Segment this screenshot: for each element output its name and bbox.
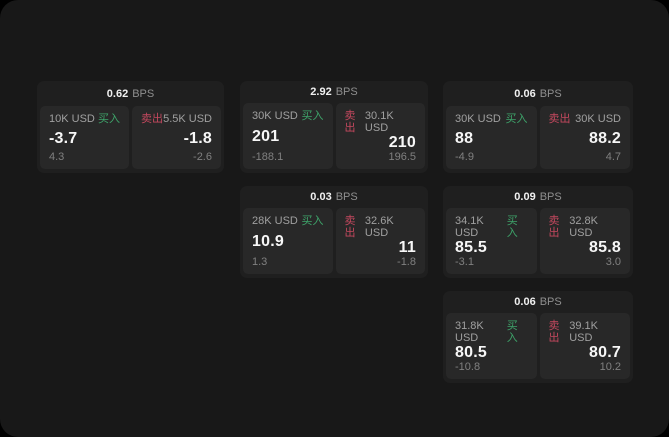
sell-size-label: 30.1K USD [364, 110, 394, 134]
buy-size-label: 30K USD [252, 110, 298, 122]
sell-size-label: 32.8K USD [569, 215, 598, 239]
buy-quote-panel[interactable]: 34.1K USD 买入 85.5 -3.1 [446, 208, 537, 274]
quote-panels: 30K USD 买入 201 -188.1 卖出 30.1K USD 210 1… [243, 103, 425, 169]
buy-quote-panel[interactable]: 30K USD 买入 201 -188.1 [243, 103, 333, 169]
quote-card: 0.62 BPS 10K USD 买入 -3.7 4.3 卖出 5.5K USD… [37, 81, 224, 173]
buy-quote-panel[interactable]: 10K USD 买入 -3.7 4.3 [40, 106, 129, 169]
buy-price: 88 [455, 129, 474, 147]
buy-size-label: 30K USD [455, 113, 501, 125]
quote-panels: 34.1K USD 买入 85.5 -3.1 卖出 32.8K USD 85.8… [446, 208, 630, 274]
quote-card: 0.06 BPS 31.8K USD 买入 80.5 -10.8 卖出 39.1… [443, 291, 633, 383]
spread-header: 2.92 BPS [243, 81, 425, 103]
sell-quote-panel[interactable]: 卖出 32.8K USD 85.8 3.0 [539, 208, 630, 274]
quote-card: 2.92 BPS 30K USD 买入 201 -188.1 卖出 30.1K … [240, 81, 428, 173]
spread-unit-label: BPS [335, 191, 358, 203]
sell-side-label: 卖出 [548, 215, 560, 239]
sell-quote-panel[interactable]: 卖出 39.1K USD 80.7 10.2 [539, 313, 630, 379]
spread-unit-label: BPS [539, 191, 562, 203]
buy-size-label: 10K USD [49, 113, 95, 125]
quote-panels: 31.8K USD 买入 80.5 -10.8 卖出 39.1K USD 80.… [446, 313, 630, 379]
quote-panels: 10K USD 买入 -3.7 4.3 卖出 5.5K USD -1.8 -2.… [40, 106, 221, 169]
buy-side-label: 买入 [505, 113, 528, 125]
spread-unit-label: BPS [539, 296, 562, 308]
buy-sub-value: 1.3 [252, 256, 268, 268]
buy-side-label: 买入 [301, 215, 324, 227]
sell-quote-panel[interactable]: 卖出 30K USD 88.2 4.7 [539, 106, 630, 169]
quote-card: 0.09 BPS 34.1K USD 买入 85.5 -3.1 卖出 32.8K… [443, 186, 633, 278]
sell-side-label: 卖出 [344, 215, 356, 239]
spread-value: 2.92 [310, 86, 332, 98]
buy-quote-panel[interactable]: 31.8K USD 买入 80.5 -10.8 [446, 313, 537, 379]
spread-unit-label: BPS [132, 87, 155, 100]
buy-price: 10.9 [252, 233, 284, 250]
sell-price: -1.8 [183, 129, 212, 147]
quote-card: 0.06 BPS 30K USD 买入 88 -4.9 卖出 30K USD 8… [443, 81, 633, 173]
buy-sub-value: -10.8 [455, 361, 481, 373]
spread-header: 0.03 BPS [243, 186, 425, 208]
sell-sub-value: 196.5 [388, 151, 416, 163]
spread-header: 0.62 BPS [40, 81, 221, 106]
spread-unit-label: BPS [335, 86, 358, 98]
buy-price: -3.7 [49, 129, 78, 147]
sell-size-label: 32.6K USD [364, 215, 394, 239]
sell-price: 88.2 [589, 129, 621, 147]
sell-size-label: 30K USD [575, 113, 621, 125]
buy-quote-panel[interactable]: 30K USD 买入 88 -4.9 [446, 106, 537, 169]
quote-card: 0.03 BPS 28K USD 买入 10.9 1.3 卖出 32.6K US… [240, 186, 428, 278]
quote-panels: 30K USD 买入 88 -4.9 卖出 30K USD 88.2 4.7 [446, 106, 630, 169]
sell-sub-value: 3.0 [605, 256, 621, 268]
spread-value: 0.06 [514, 87, 536, 100]
spread-value: 0.09 [514, 191, 536, 203]
buy-side-label: 买入 [506, 320, 518, 344]
sell-side-label: 卖出 [548, 113, 571, 125]
buy-side-label: 买入 [98, 113, 120, 125]
sell-sub-value: -2.6 [193, 151, 212, 163]
buy-sub-value: -3.1 [455, 256, 474, 268]
buy-sub-value: -4.9 [455, 151, 474, 163]
sell-sub-value: 4.7 [605, 151, 621, 163]
buy-sub-value: -188.1 [252, 151, 284, 163]
buy-side-label: 买入 [506, 215, 518, 239]
buy-size-label: 31.8K USD [455, 320, 484, 344]
sell-quote-panel[interactable]: 卖出 5.5K USD -1.8 -2.6 [132, 106, 221, 169]
sell-quote-panel[interactable]: 卖出 32.6K USD 11 -1.8 [335, 208, 425, 274]
spread-header: 0.06 BPS [446, 291, 630, 313]
spread-value: 0.06 [514, 296, 536, 308]
buy-size-label: 28K USD [252, 215, 298, 227]
sell-price: 11 [398, 239, 416, 256]
spread-value: 0.62 [106, 87, 129, 100]
buy-quote-panel[interactable]: 28K USD 买入 10.9 1.3 [243, 208, 333, 274]
spread-unit-label: BPS [539, 87, 562, 100]
sell-sub-value: 10.2 [599, 361, 621, 373]
sell-size-label: 5.5K USD [163, 113, 212, 125]
sell-price: 80.7 [589, 344, 621, 361]
sell-side-label: 卖出 [141, 113, 163, 125]
sell-quote-panel[interactable]: 卖出 30.1K USD 210 196.5 [335, 103, 425, 169]
sell-size-label: 39.1K USD [569, 320, 598, 344]
buy-price: 85.5 [455, 239, 487, 256]
buy-side-label: 买入 [301, 110, 324, 122]
spread-header: 0.06 BPS [446, 81, 630, 106]
sell-price: 85.8 [589, 239, 621, 256]
buy-sub-value: 4.3 [49, 151, 65, 163]
spread-header: 0.09 BPS [446, 186, 630, 208]
sell-price: 210 [388, 134, 416, 151]
buy-price: 80.5 [455, 344, 487, 361]
spread-value: 0.03 [310, 191, 332, 203]
buy-price: 201 [252, 128, 280, 145]
buy-size-label: 34.1K USD [455, 215, 484, 239]
sell-side-label: 卖出 [548, 320, 560, 344]
sell-sub-value: -1.8 [397, 256, 416, 268]
quote-panels: 28K USD 买入 10.9 1.3 卖出 32.6K USD 11 -1.8 [243, 208, 425, 274]
sell-side-label: 卖出 [344, 110, 356, 134]
